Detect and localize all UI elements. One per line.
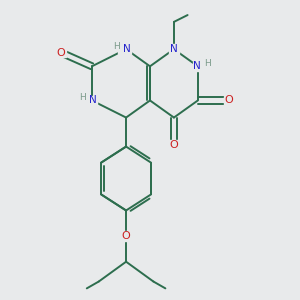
Bar [84,96,97,105]
Text: N: N [170,44,178,54]
Text: N: N [123,44,130,54]
Bar [56,48,66,57]
Bar [121,231,131,241]
Text: N: N [193,61,201,71]
Text: H: H [113,42,120,51]
Text: O: O [57,48,65,58]
Text: O: O [224,95,233,106]
Text: N: N [89,95,97,106]
Bar [169,140,179,150]
Text: H: H [79,93,86,102]
Text: O: O [122,231,130,241]
Text: O: O [169,140,178,150]
Bar [224,96,233,105]
Text: H: H [204,59,211,68]
Bar [193,61,206,71]
Bar [169,44,179,54]
Bar [118,44,131,54]
